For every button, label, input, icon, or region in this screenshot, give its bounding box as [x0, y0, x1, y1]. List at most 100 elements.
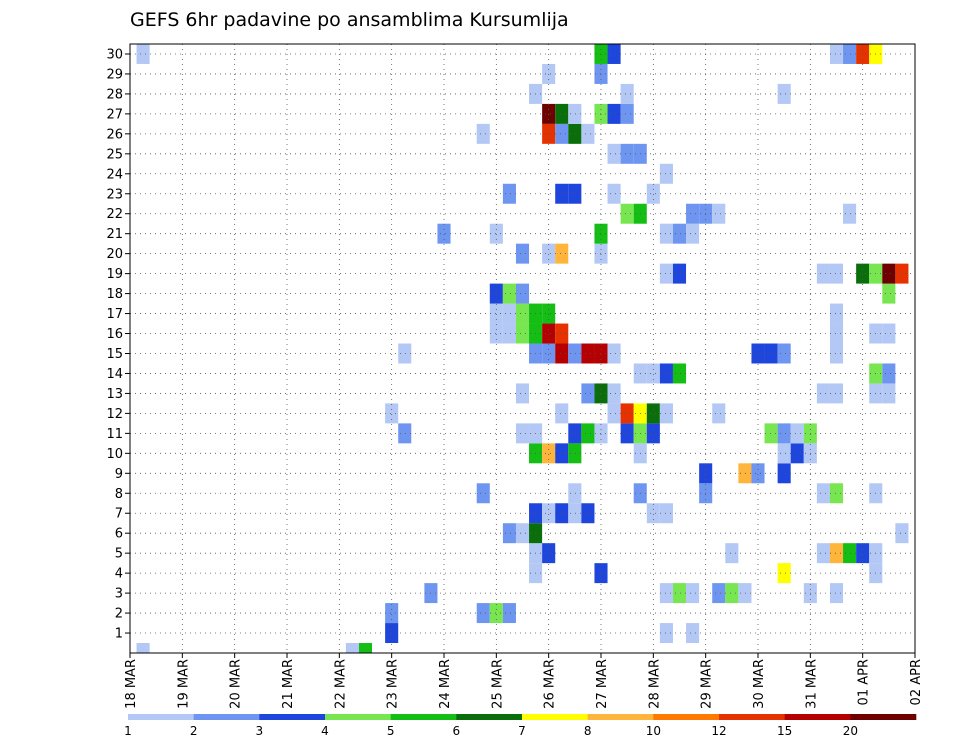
precip-cell	[607, 343, 621, 364]
precip-cell	[672, 583, 687, 604]
precip-cell	[790, 443, 804, 464]
x-tick-label: 30 MAR	[752, 659, 767, 709]
y-tick-label: 7	[115, 507, 123, 522]
precip-cell	[555, 243, 569, 264]
precip-cell	[620, 103, 634, 124]
legend-swatch	[325, 714, 391, 720]
precip-cell	[476, 603, 490, 624]
legend-label: 6	[453, 724, 461, 738]
legend-label: 4	[321, 724, 329, 738]
precip-cell	[555, 123, 569, 144]
precip-cell	[542, 343, 556, 364]
precip-cell	[672, 223, 687, 244]
precip-cell	[659, 163, 673, 184]
precip-cell	[502, 603, 516, 624]
precip-cell	[542, 103, 556, 124]
y-tick-label: 6	[115, 527, 123, 542]
precip-cell	[659, 363, 673, 384]
precip-cell	[843, 203, 857, 224]
y-tick-label: 5	[115, 547, 123, 562]
y-tick-label: 17	[106, 307, 123, 322]
precip-cell	[437, 223, 451, 244]
precip-cell	[659, 403, 673, 424]
precip-cell	[882, 323, 896, 344]
precip-cell	[607, 383, 621, 404]
precip-cell	[672, 263, 687, 284]
precip-cell	[829, 263, 844, 284]
x-tick-label: 26 MAR	[543, 659, 558, 709]
legend-label: 20	[843, 724, 858, 738]
precip-cell	[829, 343, 844, 364]
x-tick-label: 29 MAR	[700, 659, 715, 709]
precip-cell	[581, 423, 595, 444]
precip-cell	[659, 503, 673, 524]
precip-cell	[542, 323, 556, 344]
y-tick-label: 4	[115, 567, 123, 582]
precip-cell	[738, 583, 752, 604]
precip-cell	[568, 443, 582, 464]
precip-cell	[607, 143, 621, 164]
precip-cell	[764, 343, 778, 364]
precip-cell	[358, 643, 373, 653]
precip-cell	[816, 383, 830, 404]
precip-cell	[502, 303, 516, 324]
precip-cell	[489, 323, 503, 344]
precip-cell	[686, 623, 700, 644]
precip-cell	[712, 583, 726, 604]
precip-cell	[515, 383, 530, 404]
legend-label: 10	[646, 724, 661, 738]
precip-cell	[856, 44, 870, 64]
precip-cell	[777, 463, 791, 484]
precip-cell	[659, 223, 673, 244]
y-tick-label: 16	[106, 327, 123, 342]
y-tick-label: 15	[106, 347, 123, 362]
precip-cell	[555, 403, 569, 424]
precip-cell	[568, 343, 582, 364]
legend-swatch	[390, 714, 457, 720]
precip-cell	[882, 363, 896, 384]
legend-label: 3	[256, 724, 264, 738]
precip-cell	[646, 503, 660, 524]
precip-cell	[515, 523, 530, 544]
precip-cell	[502, 183, 516, 204]
precip-cell	[555, 183, 569, 204]
precip-cell	[581, 123, 595, 144]
precip-cell	[646, 183, 660, 204]
precip-cell	[843, 543, 857, 564]
legend-swatch	[193, 714, 260, 720]
color-legend: 1 2 3 4 5 6 7 8 10 12 15 20	[124, 714, 917, 738]
precip-cell	[476, 483, 490, 504]
x-tick-label: 28 MAR	[647, 659, 662, 709]
legend-label: 2	[190, 724, 198, 738]
y-tick-label: 3	[115, 587, 123, 602]
x-axis: 18 MAR 19 MAR 20 MAR 21 MAR 22 MAR 23 MAR 24 M…	[124, 653, 924, 709]
precip-cell	[659, 583, 673, 604]
precip-cell	[581, 503, 595, 524]
x-tick-label: 23 MAR	[386, 659, 401, 709]
precip-cell	[620, 423, 634, 444]
precip-cell	[777, 563, 791, 584]
precip-cell	[476, 123, 490, 144]
x-tick-label: 19 MAR	[176, 659, 191, 709]
precip-cell	[777, 423, 791, 444]
legend-label: 5	[387, 724, 395, 738]
precip-cell	[829, 483, 844, 504]
precip-cell	[882, 263, 896, 284]
precip-cell	[555, 443, 569, 464]
precip-cell	[555, 103, 569, 124]
x-tick-label: 01 APR	[857, 659, 872, 705]
precip-cell	[136, 44, 150, 64]
precip-cell	[686, 203, 700, 224]
precip-cell	[542, 503, 556, 524]
precip-cell	[136, 643, 150, 653]
precip-cell	[398, 423, 412, 444]
y-tick-label: 18	[106, 287, 123, 302]
precip-cell	[345, 643, 359, 653]
precip-cell	[515, 323, 530, 344]
precip-cell	[620, 83, 634, 104]
legend-label: 8	[584, 724, 592, 738]
precip-cell	[607, 103, 621, 124]
y-tick-label: 12	[106, 407, 123, 422]
precip-cell	[515, 423, 530, 444]
